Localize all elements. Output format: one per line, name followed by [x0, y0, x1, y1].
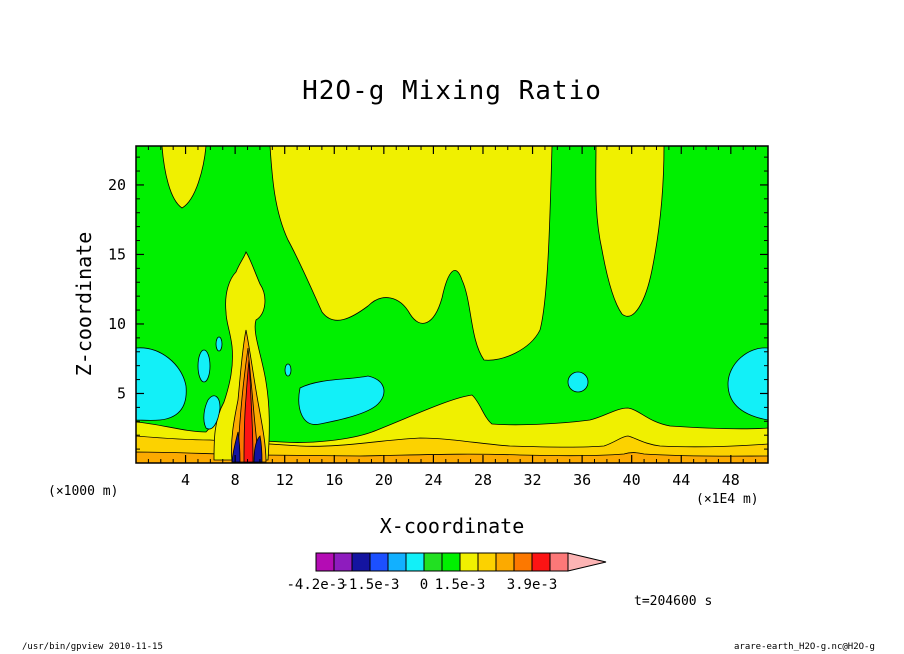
colorbar-cell: [333, 552, 353, 572]
colorbar-cell: [477, 552, 497, 572]
x-tick-label: 24: [424, 471, 442, 489]
x-unit-left: (×1000 m): [48, 484, 119, 499]
contour-band-cyan-middle: [298, 375, 385, 425]
x-tick-label: 16: [325, 471, 343, 489]
x-tick-label: 4: [181, 471, 190, 489]
contour-band-cyan-near-core: [203, 395, 221, 430]
contour-band-yellow-tongue: [161, 146, 207, 209]
x-tick-label: 48: [722, 471, 740, 489]
contour-band-cyan-right: [727, 347, 768, 421]
colorbar-arrow: [567, 552, 607, 572]
y-ticks: 5 10 15 20: [108, 156, 768, 450]
contour-fill: [136, 146, 768, 463]
x-axis-label: X-coordinate: [379, 514, 525, 538]
colorbar-tick-label: 3.9e-3: [507, 577, 558, 593]
footer-left: /usr/bin/gpview 2010-11-15: [22, 642, 163, 652]
colorbar-cell: [351, 552, 371, 572]
colorbar-tick-label: 0: [420, 577, 428, 593]
y-tick-label: 10: [108, 315, 126, 333]
chart-title: H2O-g Mixing Ratio: [302, 76, 602, 106]
colorbar-cell: [441, 552, 461, 572]
colorbar-cell: [459, 552, 479, 572]
y-tick-label: 15: [108, 245, 126, 263]
x-tick-label: 36: [573, 471, 591, 489]
contour-band-cyan-small: [567, 371, 589, 393]
footer-right: arare-earth_H2O-g.nc@H2O-g: [734, 642, 875, 652]
contour-band-yellow-upper: [269, 146, 768, 361]
contour-band-cloud-core-dark: [231, 431, 263, 463]
time-label: t=204600 s: [634, 594, 713, 609]
x-tick-label: 32: [524, 471, 542, 489]
colorbar-cell: [405, 552, 425, 572]
plot-frame: [135, 145, 769, 464]
y-tick-label: 5: [117, 384, 126, 402]
x-tick-label: 40: [623, 471, 641, 489]
x-tick-label: 20: [375, 471, 393, 489]
colorbar-cell: [387, 552, 407, 572]
colorbar-tick-label: 1.5e-3: [435, 577, 486, 593]
colorbar-cell: [531, 552, 551, 572]
colorbar-cell: [315, 552, 335, 572]
contour-band-cyan-tiny-1: [197, 349, 211, 383]
contour-band-cloud-core-red: [243, 359, 254, 463]
contour-band-cyan-left: [136, 347, 187, 421]
y-tick-label: 20: [108, 176, 126, 194]
x-ticks: 4 8 12 16 20 24 28 32 36 40 44 48: [147, 146, 757, 489]
x-unit-right: (×1E4 m): [696, 492, 759, 507]
colorbar-cell: [423, 552, 443, 572]
colorbar-tick-label: -1.5e-3: [340, 577, 399, 593]
contour-band-cyan-tiny-2: [215, 336, 223, 352]
x-tick-label: 8: [231, 471, 240, 489]
x-tick-label: 44: [672, 471, 690, 489]
x-tick-label: 28: [474, 471, 492, 489]
colorbar: -4.2e-3-1.5e-3 0 1.5e-3 3.9e-3: [286, 552, 607, 593]
contour-band-cyan-tiny-3: [284, 363, 292, 377]
colorbar-cell: [369, 552, 389, 572]
x-tick-label: 12: [276, 471, 294, 489]
colorbar-tick-label: -4.2e-3: [286, 577, 345, 593]
colorbar-cell: [513, 552, 533, 572]
colorbar-cell: [549, 552, 569, 572]
colorbar-cell: [495, 552, 515, 572]
